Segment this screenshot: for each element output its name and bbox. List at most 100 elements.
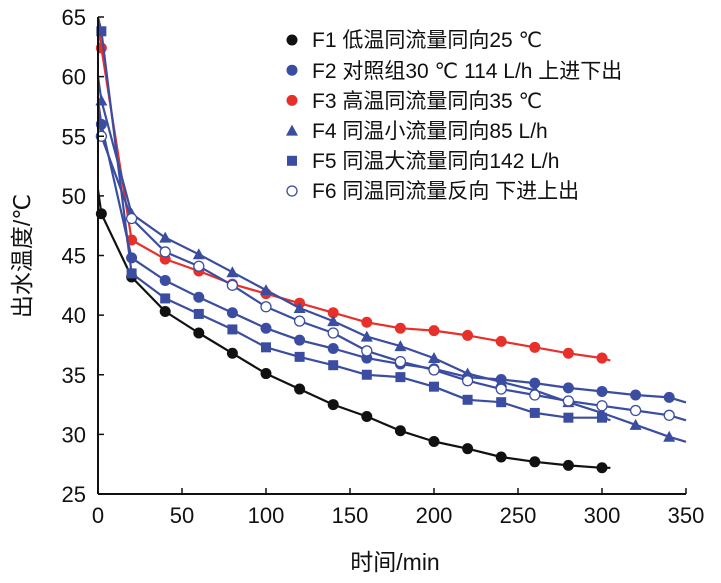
data-point: [529, 341, 541, 353]
x-tick-label: 50: [170, 503, 194, 528]
data-point: [663, 391, 675, 403]
data-point: [327, 399, 339, 411]
y-tick-label: 25: [62, 482, 86, 507]
data-point: [227, 324, 238, 335]
legend-marker: [286, 124, 298, 136]
x-tick-label: 0: [92, 503, 104, 528]
data-point: [327, 327, 339, 339]
y-tick-label: 40: [62, 303, 86, 328]
legend-marker: [286, 64, 298, 76]
series-line: [96, 112, 687, 422]
data-point: [562, 459, 574, 471]
data-point: [361, 410, 373, 422]
data-point: [126, 252, 138, 264]
data-point: [529, 377, 541, 389]
data-point: [428, 325, 440, 337]
series-1: [95, 189, 611, 474]
data-point: [629, 418, 642, 430]
x-axis-title: 时间/min: [350, 549, 439, 575]
data-point: [496, 397, 507, 408]
data-point: [529, 456, 541, 468]
data-point: [327, 307, 339, 319]
data-point: [260, 284, 272, 296]
series-line: [96, 189, 611, 469]
series-line: [96, 23, 611, 362]
data-point: [193, 291, 205, 303]
data-point: [160, 293, 171, 304]
x-tick-label: 350: [668, 503, 705, 528]
data-point: [394, 322, 406, 334]
data-point: [597, 412, 607, 423]
data-point: [159, 231, 172, 243]
data-point: [462, 394, 473, 405]
data-point: [193, 327, 205, 339]
y-tick-label: 30: [62, 422, 86, 447]
data-point: [96, 26, 107, 37]
data-point: [462, 443, 474, 455]
data-point: [495, 335, 507, 347]
data-point: [596, 352, 608, 364]
data-point: [193, 308, 204, 319]
legend-marker: [286, 185, 298, 197]
data-point: [394, 425, 406, 437]
data-point: [395, 372, 406, 383]
data-point: [125, 212, 138, 225]
data-point: [361, 369, 372, 380]
y-tick-label: 35: [62, 363, 86, 388]
data-point: [428, 364, 440, 376]
y-tick-label: 55: [62, 124, 86, 149]
data-point: [226, 307, 238, 319]
data-point: [663, 409, 675, 421]
data-point: [529, 389, 541, 401]
series-5: [96, 16, 611, 423]
data-point: [261, 342, 271, 353]
y-tick-label: 60: [62, 65, 86, 90]
legend-marker: [287, 155, 297, 166]
data-point: [126, 268, 137, 279]
data-point: [327, 343, 339, 355]
data-point: [293, 315, 306, 327]
data-point: [193, 260, 205, 272]
data-point: [562, 382, 574, 394]
data-point: [260, 322, 272, 334]
x-tick-label: 250: [500, 503, 537, 528]
legend-marker: [286, 94, 298, 106]
data-point: [495, 375, 508, 387]
series-line: [96, 100, 687, 404]
data-point: [293, 301, 306, 313]
y-axis-title: 出水温度/℃: [9, 194, 35, 318]
data-point: [461, 375, 474, 387]
x-tick-label: 100: [248, 503, 285, 528]
data-point: [394, 355, 407, 368]
x-tick-label: 200: [416, 503, 453, 528]
data-point: [361, 316, 373, 328]
data-point: [630, 389, 642, 401]
data-point: [663, 430, 676, 442]
data-point: [495, 383, 507, 395]
legend-label: F4 同温小流量同向85 L/h: [312, 120, 548, 143]
data-point: [260, 368, 272, 380]
data-point: [596, 400, 608, 412]
data-point: [462, 329, 474, 341]
data-point: [529, 407, 540, 418]
x-tick-label: 300: [584, 503, 621, 528]
data-point: [394, 340, 407, 352]
series-6: [95, 112, 687, 422]
data-point: [495, 451, 507, 463]
data-point: [192, 248, 205, 260]
data-point: [226, 279, 239, 291]
data-point: [360, 330, 373, 342]
legend-label: F6 同温同流量反向 下进上出: [312, 180, 579, 203]
legend-marker: [286, 34, 298, 46]
data-point: [260, 301, 272, 313]
legend-label: F3 高温同流量同向35 ℃: [312, 90, 542, 113]
y-tick-label: 65: [62, 5, 86, 30]
data-point: [159, 275, 171, 287]
data-point: [428, 436, 440, 448]
series-line: [96, 76, 687, 443]
y-tick-label: 50: [62, 184, 86, 209]
data-point: [429, 381, 439, 392]
data-point: [327, 315, 340, 327]
legend-label: F1 低温同流量同向25 ℃: [312, 29, 542, 52]
